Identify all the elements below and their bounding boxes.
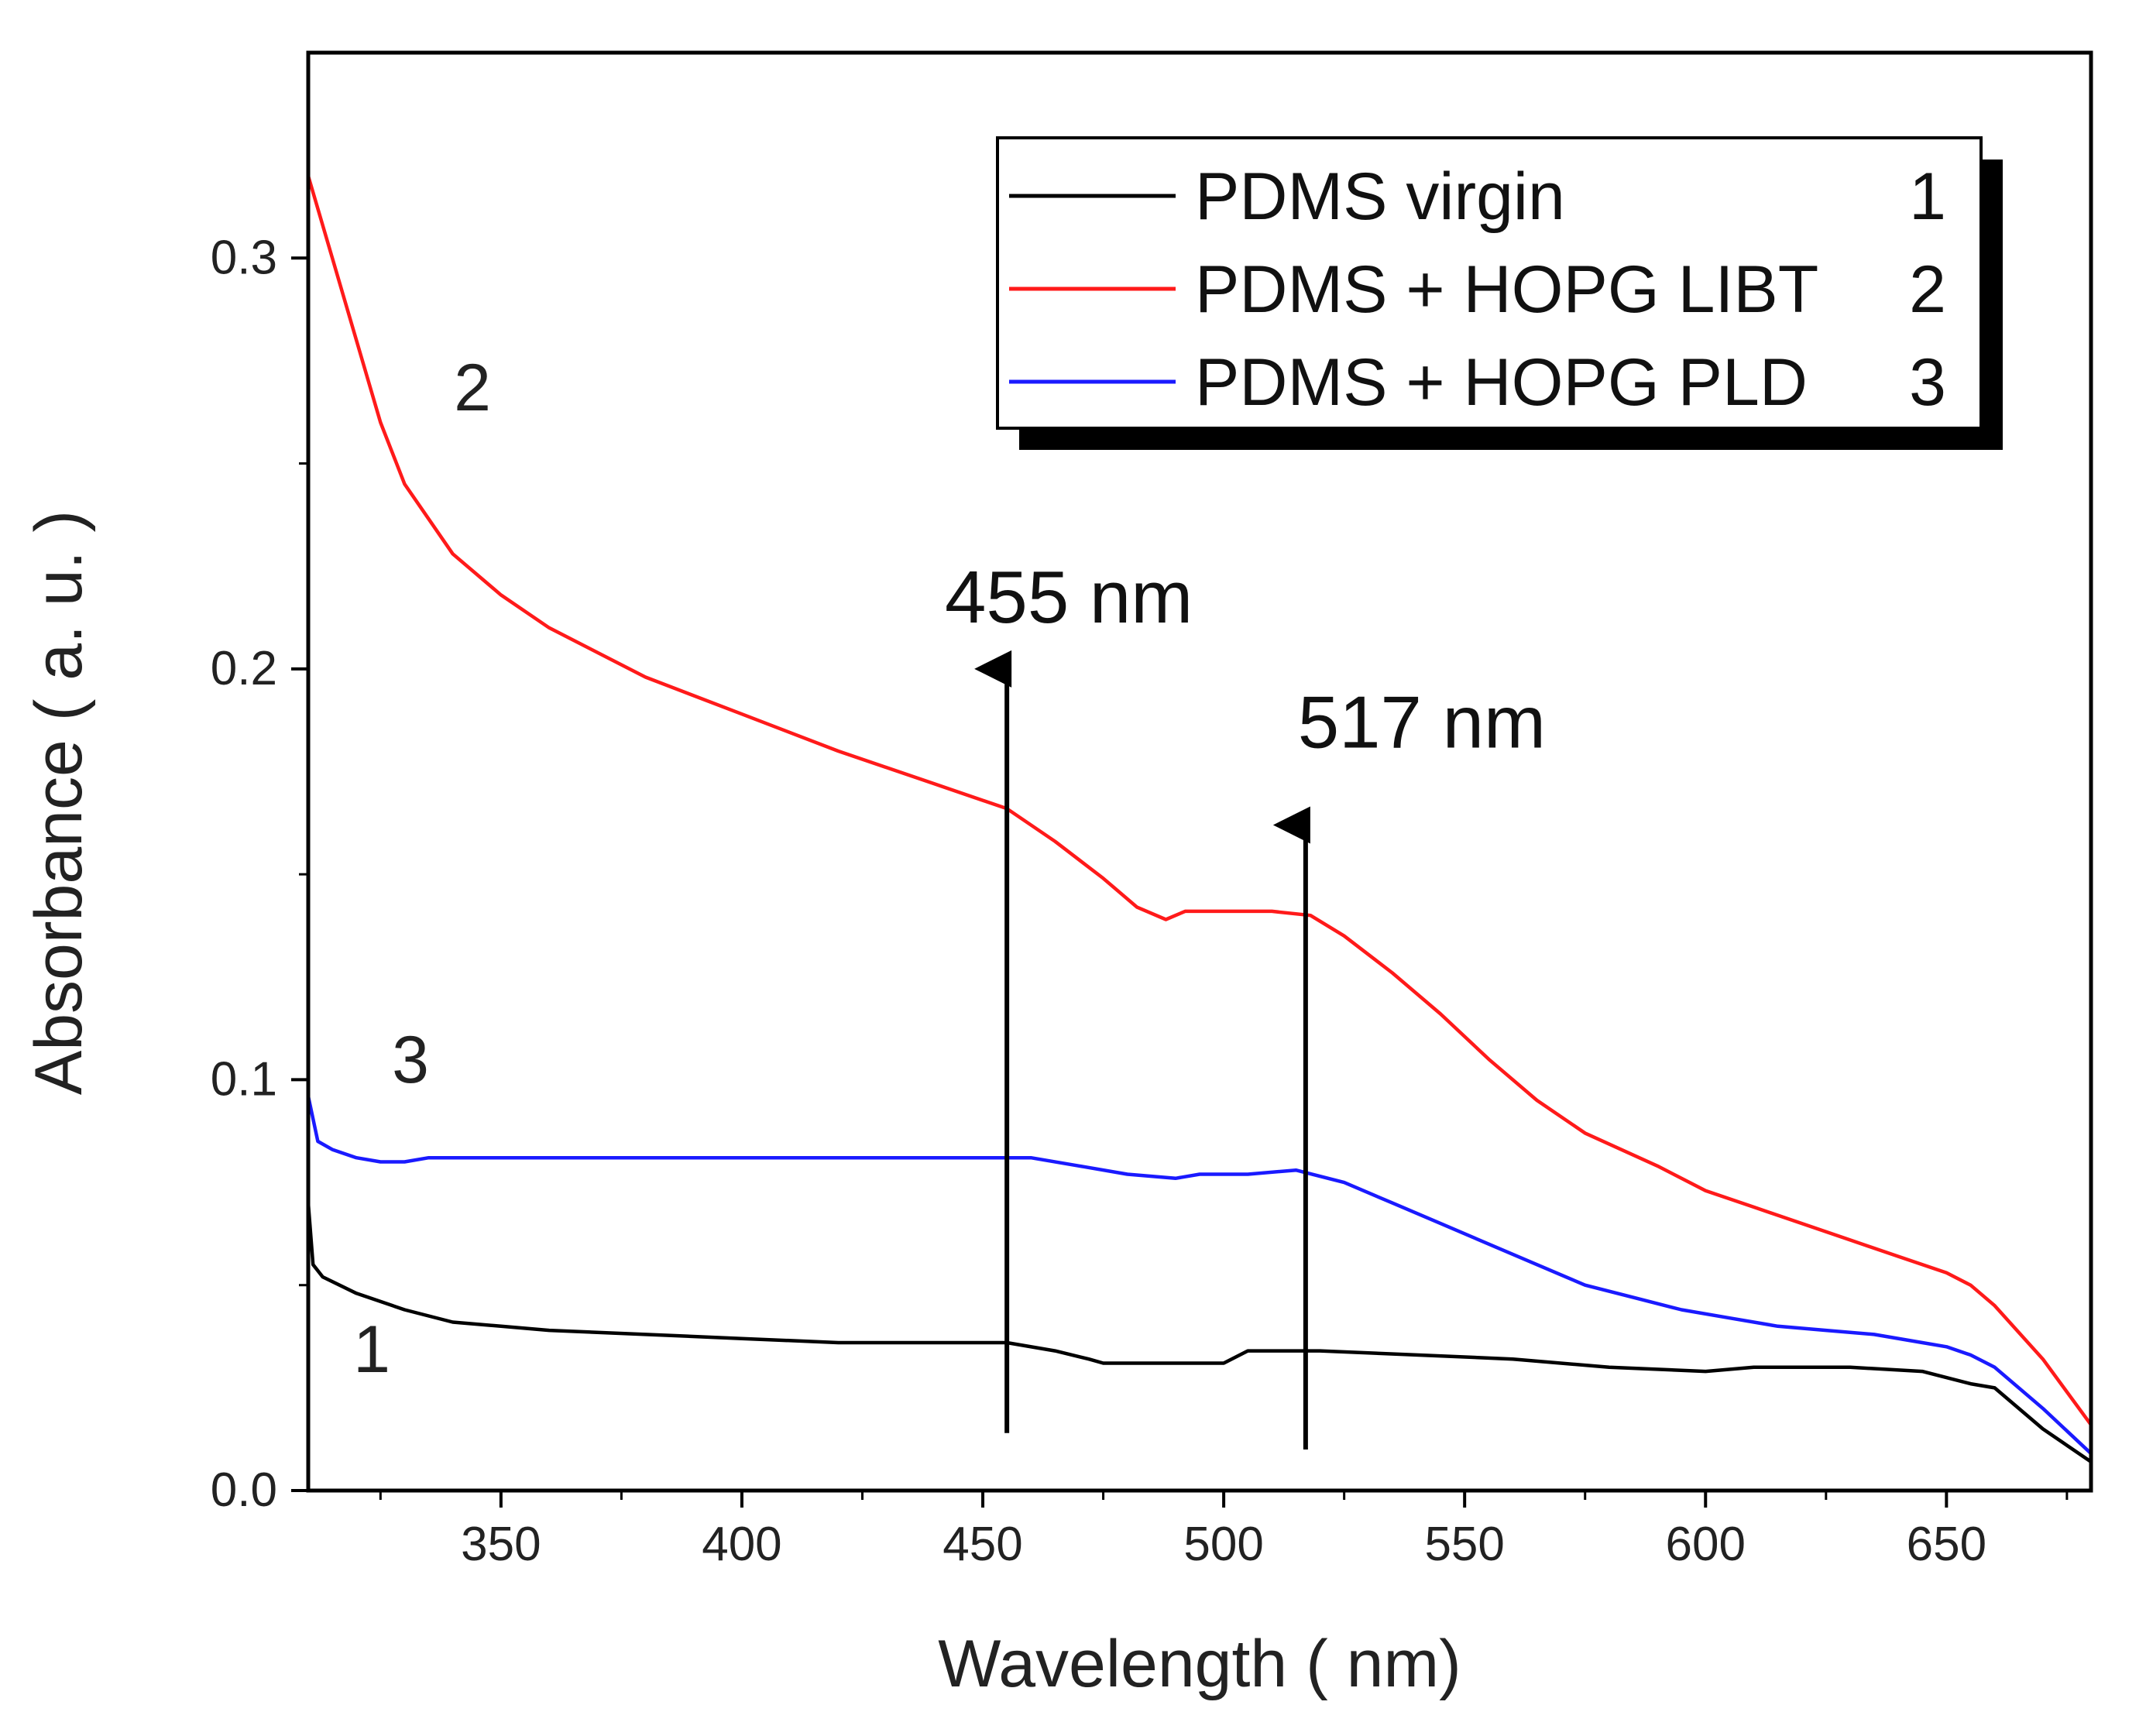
series-line-1 — [306, 1203, 2093, 1463]
plot-frame — [306, 50, 2093, 1493]
annotation-label: 455 nm — [945, 556, 1193, 639]
curve-label-1: 1 — [353, 1312, 390, 1387]
series-layer — [306, 175, 2093, 1463]
x-tick-label: 500 — [1183, 1518, 1263, 1571]
legend-label: PDMS + HOPG PLD — [1195, 345, 1808, 420]
x-axis-title: Wavelength ( nm) — [938, 1627, 1461, 1701]
y-axis-title: Absorbance ( a. u. ) — [22, 510, 96, 1095]
legend-label: PDMS + HOPG LIBT — [1195, 252, 1818, 327]
x-tick-label: 600 — [1666, 1518, 1746, 1571]
legend-number: 3 — [1909, 345, 1946, 420]
y-tick-label: 0.2 — [211, 642, 277, 695]
x-tick-label: 550 — [1424, 1518, 1504, 1571]
curve-label-2: 2 — [454, 351, 491, 425]
curve-labels: 1 2 3 — [353, 351, 491, 1387]
curve-label-3: 3 — [392, 1023, 429, 1097]
axes-layer: 350 400 450 500 550 600 650 0.0 0.1 0.2 0.3 — [211, 50, 2093, 1571]
x-tick-label: 650 — [1907, 1518, 1986, 1571]
series-line-3 — [306, 1096, 2093, 1455]
legend: PDMS virgin 1 PDMS + HOPG LIBT 2 PDMS + HOPG… — [996, 136, 2003, 450]
y-tick-label: 0.0 — [211, 1463, 277, 1517]
annotation-label: 517 nm — [1298, 681, 1546, 763]
legend-number: 2 — [1909, 252, 1946, 327]
x-tick-label: 350 — [461, 1518, 541, 1571]
y-tick-label: 0.1 — [211, 1052, 277, 1106]
y-tick-label: 0.3 — [211, 231, 277, 284]
series-line-2 — [306, 175, 2093, 1426]
legend-label: PDMS virgin — [1195, 160, 1565, 234]
x-tick-label: 400 — [702, 1518, 781, 1571]
x-tick-label: 450 — [943, 1518, 1022, 1571]
annotation-layer: 455 nm 517 nm — [945, 556, 1546, 1450]
legend-number: 1 — [1909, 160, 1946, 234]
